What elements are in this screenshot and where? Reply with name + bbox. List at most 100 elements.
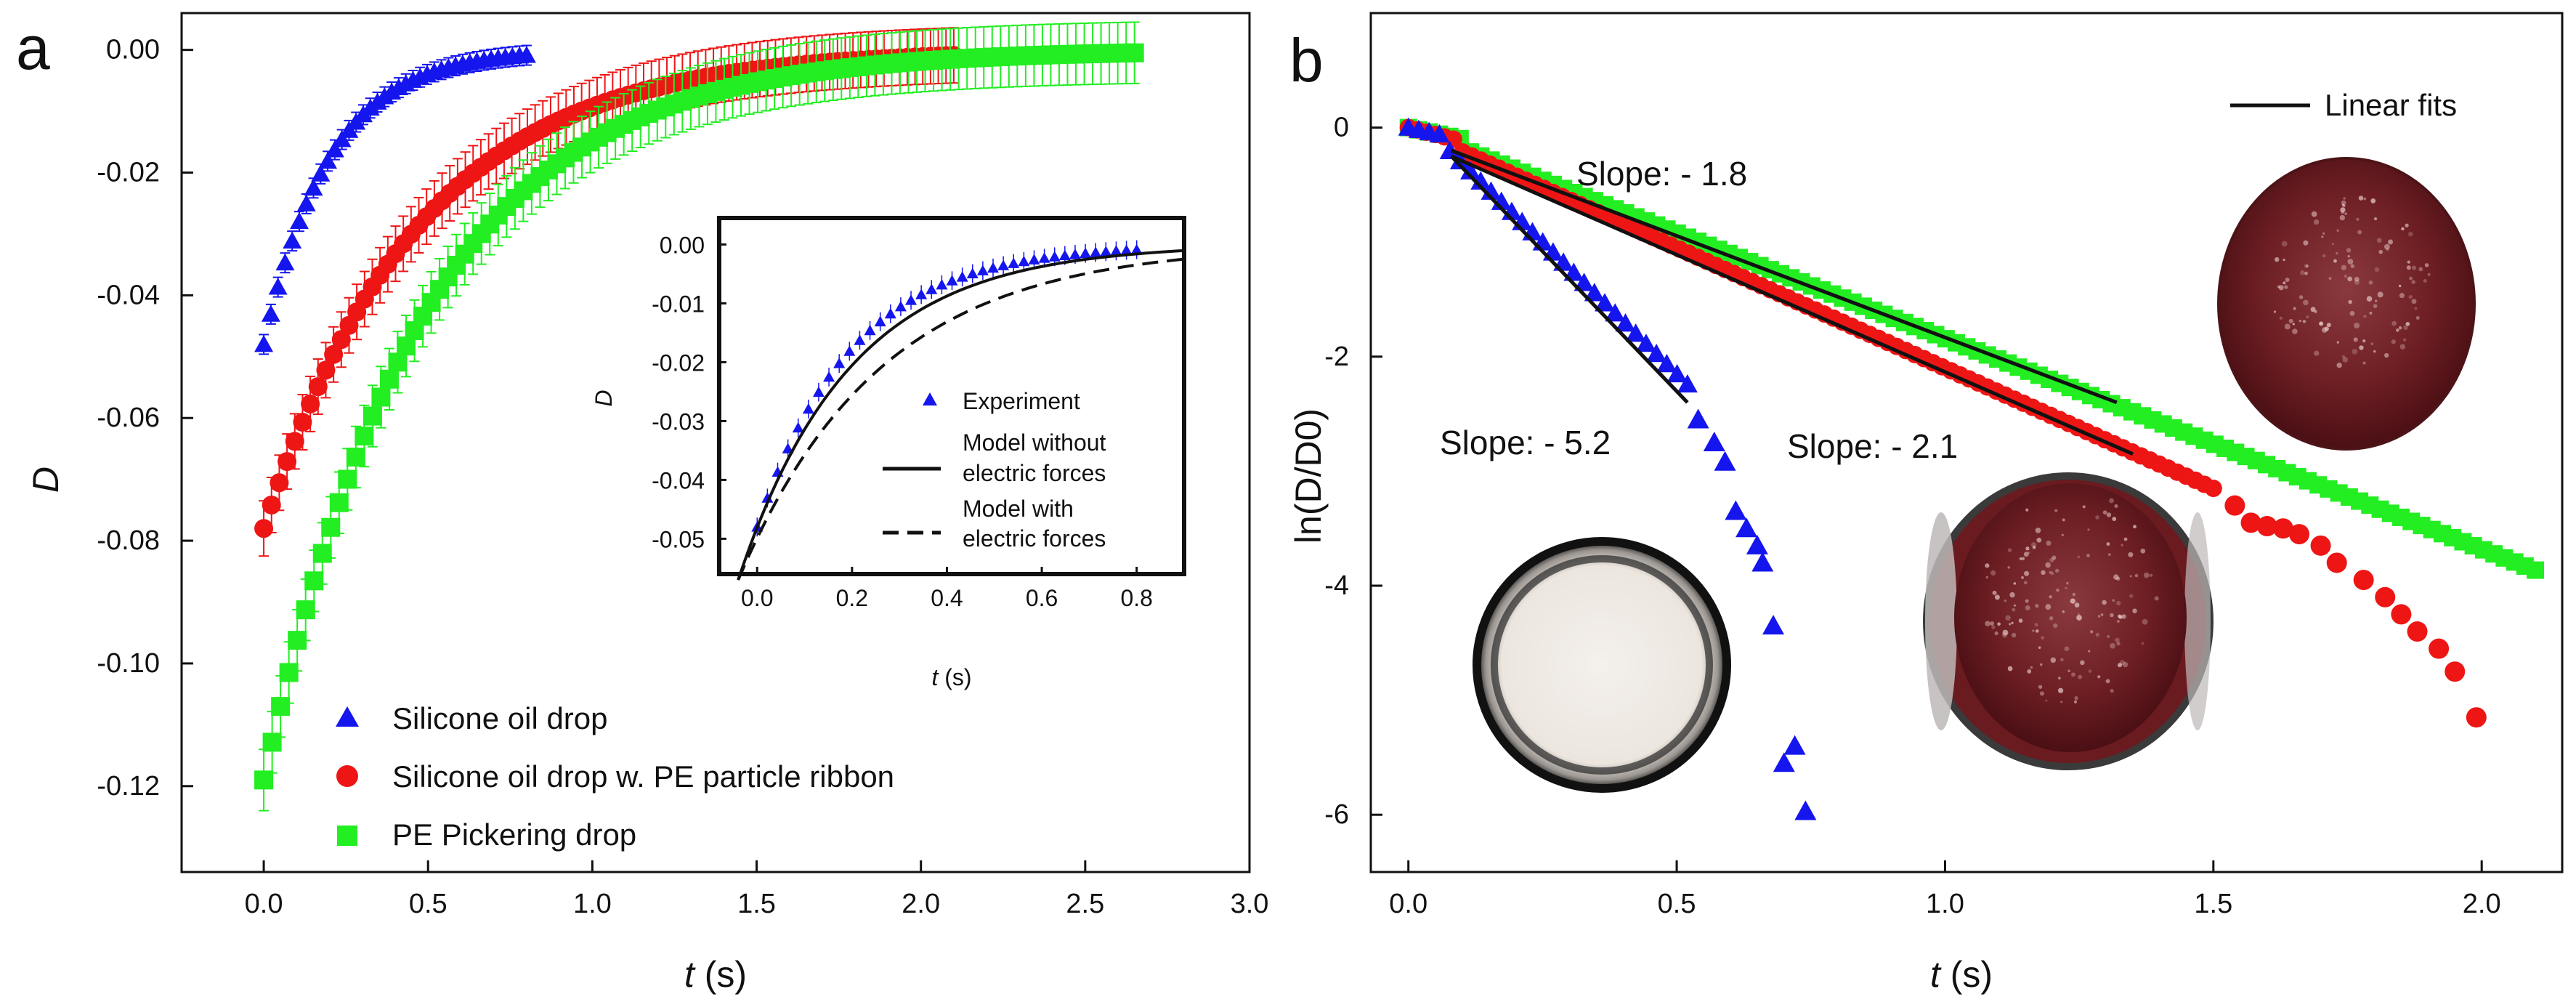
data-point (362, 406, 382, 426)
speckle (2336, 229, 2339, 232)
speckle (2041, 636, 2044, 639)
speckle (2347, 259, 2354, 265)
speckle (2283, 281, 2286, 285)
inset-frame (717, 216, 1186, 576)
data-point (517, 46, 536, 63)
drop-photo-pickering (2217, 157, 2476, 451)
speckle (2013, 604, 2016, 607)
y-tick-label: -2 (1324, 342, 1349, 372)
speckle (2039, 691, 2044, 696)
speckle (2112, 599, 2115, 602)
speckle (2055, 568, 2059, 573)
speckle (2363, 315, 2367, 318)
panel-a-frame (180, 12, 1251, 873)
speckle (2324, 326, 2329, 331)
inset-data-point (1008, 257, 1020, 268)
drop-photo-ribbon (1923, 472, 2214, 770)
speckle (2107, 553, 2111, 557)
speckle (2341, 355, 2346, 359)
speckle (2140, 548, 2146, 554)
panel-b-xlabel: t (s) (1930, 954, 1993, 995)
y-tick-label: -0.02 (652, 350, 705, 376)
speckle (2007, 548, 2012, 552)
inset-legend: Experiment Model without electric forces… (883, 388, 1106, 552)
speckle (2376, 238, 2382, 243)
speckle (2035, 604, 2039, 608)
speckle (2025, 546, 2030, 551)
data-point-ribbon (2289, 524, 2310, 545)
speckle (2009, 592, 2015, 598)
inset-data (737, 240, 1185, 581)
x-tick-label: 0.5 (409, 889, 447, 919)
data-point-ribbon (2353, 570, 2374, 591)
speckle (2275, 257, 2280, 262)
speckle (2378, 249, 2383, 254)
data-point-silicone (1615, 313, 1636, 332)
speckle (2405, 321, 2410, 326)
speckle (2011, 621, 2014, 624)
data-point (262, 732, 282, 752)
y-tick-label: 0.00 (660, 232, 705, 258)
speckle (2354, 276, 2360, 282)
speckle (2411, 280, 2415, 284)
speckle (2391, 320, 2397, 326)
data-point-ribbon (2326, 552, 2347, 573)
data-point (271, 697, 291, 717)
speckle (2129, 594, 2134, 598)
speckle (2074, 696, 2078, 701)
data-point (262, 495, 281, 514)
speckle (2304, 271, 2308, 275)
speckle (2052, 555, 2057, 560)
speckle (2077, 613, 2081, 616)
legend-label: Silicone oil drop (392, 701, 608, 735)
speckle (2064, 646, 2070, 652)
speckle (1994, 631, 1998, 636)
inset-plot: 0.0 0.2 0.4 0.6 0.8 0.00 -0.01 -0.02 -0.03 -0.04 -… (591, 216, 1186, 690)
speckle (2342, 357, 2349, 363)
speckle (2087, 528, 2090, 531)
speckle (2110, 689, 2114, 693)
inset-data-point (1130, 243, 1143, 254)
speckle (2386, 248, 2389, 251)
speckle (2097, 675, 2101, 679)
speckle (2359, 345, 2364, 350)
speckle (2340, 207, 2346, 213)
speckle (2107, 635, 2110, 638)
data-point (270, 473, 289, 493)
speckle (2007, 666, 2013, 671)
speckle (2387, 239, 2394, 245)
x-tick-label: 1.5 (737, 889, 776, 919)
speckle (2132, 608, 2137, 613)
data-point-ribbon (2391, 604, 2412, 625)
speckle (2283, 259, 2285, 262)
speckle (2032, 545, 2036, 549)
speckle (2328, 277, 2332, 280)
speckle (2150, 573, 2153, 577)
speckle (2306, 315, 2309, 319)
speckle (2399, 293, 2405, 299)
speckle (2121, 544, 2123, 546)
data-point (388, 352, 408, 372)
data-point-silicone (1666, 363, 1688, 383)
speckle (2049, 570, 2052, 574)
speckle (2023, 581, 2028, 585)
speckle (2109, 498, 2114, 504)
speckle (2110, 613, 2114, 618)
data-point-silicone (1762, 615, 1785, 635)
speckle (2424, 263, 2429, 267)
data-point (338, 469, 357, 489)
speckle (2306, 265, 2309, 267)
y-tick-label: -0.05 (652, 526, 705, 552)
speckles (2273, 195, 2431, 368)
speckle (2070, 598, 2075, 604)
speckle (2054, 509, 2058, 512)
slope-annotation-silicone: Slope: - 5.2 (1440, 424, 1611, 461)
x-tick-label: 0.0 (741, 585, 773, 611)
data-point-ribbon (2272, 518, 2293, 539)
speckle (2023, 552, 2029, 557)
data-point-silicone (1625, 323, 1646, 342)
speckle (2122, 661, 2129, 668)
speckle (2086, 554, 2090, 557)
speckle (2028, 551, 2030, 554)
